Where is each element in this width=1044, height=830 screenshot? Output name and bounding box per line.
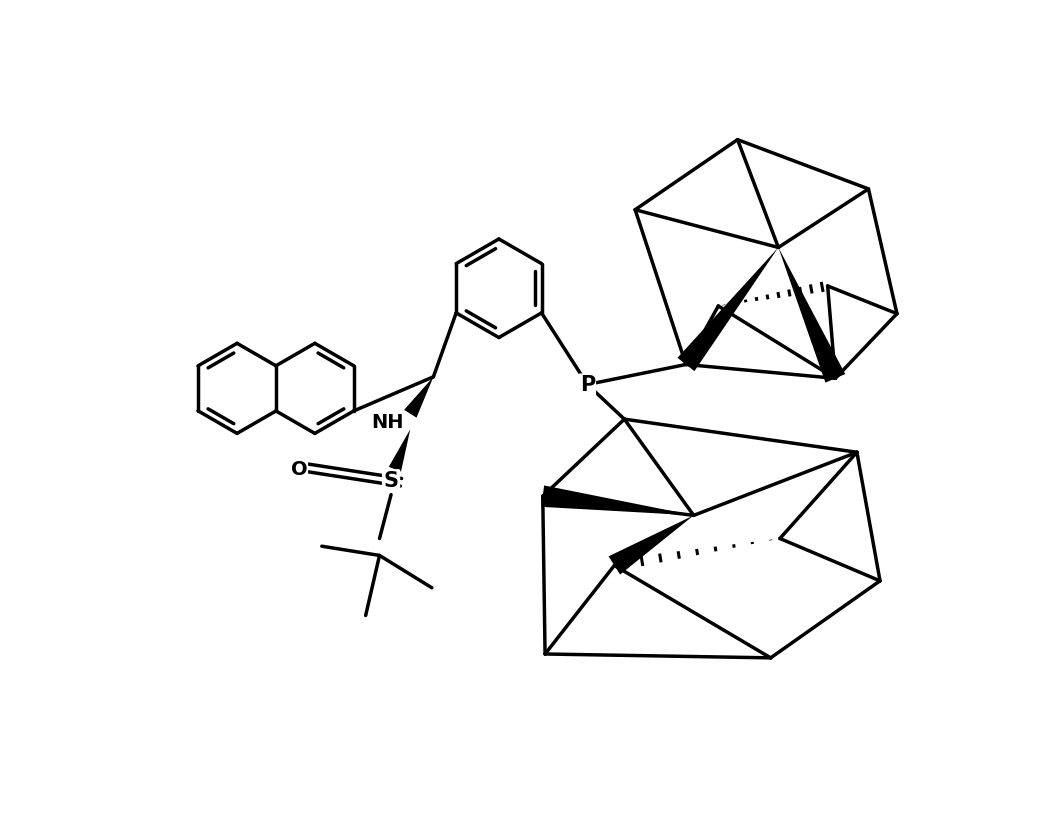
Text: NH: NH [372, 413, 404, 432]
Polygon shape [404, 377, 433, 417]
Polygon shape [388, 429, 410, 471]
Text: P: P [579, 374, 595, 394]
Polygon shape [678, 247, 779, 371]
Polygon shape [609, 515, 693, 574]
Text: O: O [290, 460, 307, 479]
Text: S: S [383, 471, 399, 491]
Polygon shape [542, 486, 693, 515]
Polygon shape [779, 247, 846, 383]
